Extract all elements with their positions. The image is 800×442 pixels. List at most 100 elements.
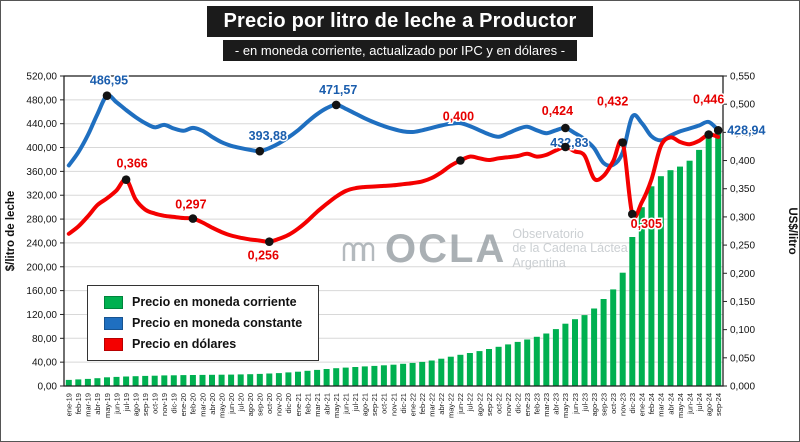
bar-moneda-corriente — [657, 176, 664, 386]
bar-moneda-corriente — [524, 339, 531, 386]
x-tick-label: dic-19 — [170, 393, 179, 413]
annotation-label: 393,88 — [249, 129, 287, 143]
x-tick-label: jun-22 — [456, 393, 465, 415]
bar-moneda-corriente — [199, 374, 206, 386]
annotation-label: 0,400 — [443, 110, 474, 124]
annotation-label: 0,256 — [248, 249, 279, 263]
bar-moneda-corriente — [323, 369, 330, 386]
x-tick-label: jul-23 — [580, 393, 589, 412]
bar-moneda-corriente — [409, 362, 416, 386]
bar-moneda-corriente — [352, 367, 359, 386]
bar-moneda-corriente — [390, 364, 397, 386]
right-axis-title: US$/litro — [786, 207, 798, 254]
y-left-tick-label: 0,00 — [38, 382, 58, 393]
annotation-label: 0,446 — [693, 93, 724, 107]
annotation-dot — [561, 142, 570, 152]
bar-moneda-corriente — [419, 361, 426, 386]
x-tick-label: mar-23 — [542, 393, 551, 417]
bar-moneda-corriente — [218, 374, 225, 386]
bar-moneda-corriente — [447, 356, 454, 386]
bar-moneda-corriente — [314, 369, 321, 386]
bar-moneda-corriente — [151, 375, 158, 386]
legend-label-moneda-corriente: Precio en moneda corriente — [132, 295, 297, 309]
bar-moneda-corriente — [142, 375, 149, 386]
x-tick-label: nov-21 — [389, 393, 398, 416]
bar-moneda-corriente — [715, 130, 722, 386]
bar-moneda-corriente — [495, 346, 502, 386]
y-right-tick-label: 0,050 — [730, 353, 755, 364]
x-tick-label: abr-24 — [666, 393, 675, 415]
bar-moneda-corriente — [505, 344, 512, 386]
bar-moneda-corriente — [189, 375, 196, 386]
y-left-tick-label: 280,00 — [26, 215, 57, 226]
bar-moneda-corriente — [457, 354, 464, 386]
y-left-tick-label: 40,00 — [32, 358, 57, 369]
chart-legend: Precio en moneda corriente Precio en mon… — [87, 285, 320, 361]
x-tick-label: nov-23 — [619, 393, 628, 416]
bar-moneda-corriente — [84, 378, 91, 386]
annotation-label: 471,57 — [319, 83, 357, 97]
bar-moneda-corriente — [75, 379, 82, 386]
y-left-tick-label: 240,00 — [26, 238, 57, 249]
y-right-tick-label: 0,150 — [730, 297, 755, 308]
bar-moneda-corriente — [333, 368, 340, 386]
bar-moneda-corriente — [247, 374, 254, 386]
x-tick-label: ago-19 — [131, 393, 140, 416]
legend-item-dolares: Precio en dólares — [104, 337, 302, 351]
x-tick-label: oct-20 — [265, 393, 274, 414]
x-tick-label: sep-23 — [599, 393, 608, 416]
chart-subtitle: - en moneda corriente, actualizado por I… — [222, 40, 578, 61]
bar-moneda-corriente — [256, 373, 263, 386]
legend-item-moneda-corriente: Precio en moneda corriente — [104, 295, 302, 309]
x-tick-label: ago-22 — [475, 393, 484, 416]
x-tick-label: dic-21 — [399, 393, 408, 413]
x-tick-label: feb-24 — [647, 393, 656, 414]
y-right-tick-label: 0,000 — [730, 382, 755, 393]
x-tick-label: dic-23 — [628, 393, 637, 413]
x-tick-label: oct-23 — [609, 393, 618, 414]
bar-moneda-corriente — [170, 375, 177, 386]
legend-marker-moneda-constante — [104, 316, 123, 330]
annotation-label: 0,432 — [597, 95, 628, 109]
x-tick-label: jun-19 — [112, 393, 121, 415]
bar-moneda-corriente — [65, 379, 72, 386]
y-left-tick-label: 400,00 — [26, 143, 57, 154]
x-tick-label: ago-23 — [590, 393, 599, 416]
x-tick-label: may-21 — [332, 393, 341, 418]
y-left-tick-label: 480,00 — [26, 95, 57, 106]
annotation-dot — [188, 214, 198, 223]
x-tick-label: jul-24 — [695, 393, 704, 412]
bar-moneda-corriente — [132, 376, 139, 386]
x-tick-label: mar-24 — [657, 393, 666, 417]
x-tick-label: ago-21 — [361, 393, 370, 416]
bar-moneda-corriente — [696, 149, 703, 386]
y-left-tick-label: 200,00 — [26, 262, 57, 273]
x-tick-label: may-22 — [447, 393, 456, 418]
bar-moneda-corriente — [228, 374, 235, 386]
y-left-tick-label: 360,00 — [26, 167, 57, 178]
x-tick-label: feb-23 — [533, 393, 542, 414]
bar-moneda-corriente — [161, 375, 168, 386]
legend-marker-dolares — [104, 337, 123, 351]
annotation-dot — [255, 146, 265, 156]
annotation-dot — [265, 237, 274, 246]
bar-moneda-corriente — [295, 371, 301, 386]
annotation-label: 486,95 — [90, 74, 128, 88]
y-right-tick-label: 0,550 — [730, 72, 755, 83]
x-tick-label: oct-21 — [380, 393, 389, 414]
left-axis-title: $/litro de leche — [5, 191, 17, 272]
x-tick-label: abr-20 — [208, 393, 217, 415]
bar-moneda-corriente — [285, 372, 292, 386]
annotation-dot — [456, 156, 465, 165]
bar-moneda-corriente — [629, 237, 636, 386]
x-tick-label: sep-20 — [256, 393, 265, 416]
bar-moneda-corriente — [552, 329, 559, 386]
y-right-tick-label: 0,500 — [730, 100, 755, 111]
bar-moneda-corriente — [380, 365, 387, 386]
legend-label-moneda-constante: Precio en moneda constante — [132, 316, 303, 330]
bar-moneda-corriente — [562, 323, 569, 386]
x-tick-label: mar-21 — [313, 393, 322, 417]
y-right-tick-label: 0,400 — [730, 156, 755, 167]
bar-moneda-corriente — [581, 315, 588, 386]
